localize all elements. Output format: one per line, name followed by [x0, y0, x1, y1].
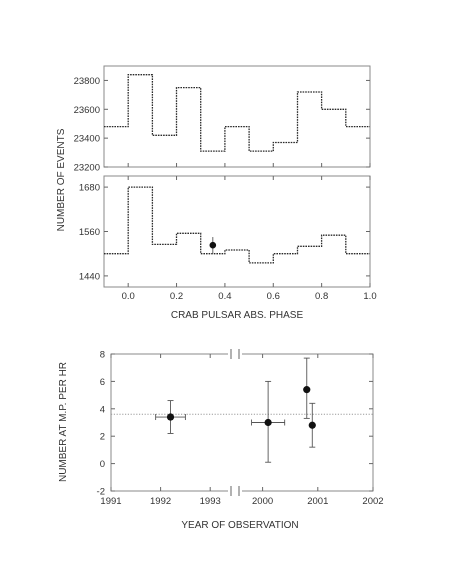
ytick-label: -2 — [97, 487, 105, 498]
xtick-label: 0.0 — [122, 291, 135, 302]
bottom-panel-frame — [110, 353, 374, 492]
xtick-label: 1991 — [100, 496, 121, 507]
ytick-label: 2 — [100, 432, 105, 443]
ytick-label-upper: 23800 — [74, 76, 100, 87]
data-point — [166, 413, 175, 421]
xtick-label: 0.4 — [218, 291, 231, 302]
bottom-ylabel: NUMBER AT M.P. PER HR — [58, 362, 69, 482]
ytick-label-upper: 23400 — [74, 134, 100, 145]
data-point — [308, 421, 316, 429]
histogram-upper — [104, 74, 370, 152]
xtick-label: 0.6 — [267, 291, 280, 302]
xtick-label: 2001 — [307, 496, 328, 507]
ytick-label-lower: 1680 — [79, 183, 100, 194]
data-point — [209, 241, 217, 249]
ytick-label: 6 — [100, 377, 105, 388]
upper-ylabel: NUMBER OF EVENTS — [56, 128, 67, 231]
ytick-label: 4 — [100, 404, 105, 415]
data-point — [303, 386, 311, 394]
xtick-label: 2002 — [362, 496, 383, 507]
lower-panel-frame — [103, 175, 371, 288]
ytick-label-upper: 23600 — [74, 105, 100, 116]
upper-panel-frame — [103, 65, 371, 168]
data-point — [264, 418, 272, 427]
ytick-label-lower: 1560 — [79, 227, 100, 238]
histogram-lower — [104, 186, 370, 264]
xtick-label: 1993 — [200, 496, 221, 507]
ytick-label: 0 — [100, 459, 105, 470]
xtick-label: 2000 — [252, 496, 273, 507]
ytick-label: 8 — [100, 350, 105, 361]
xtick-label: 1.0 — [363, 291, 376, 302]
axis-break-bottom — [228, 486, 242, 496]
upper-xlabel: CRAB PULSAR ABS. PHASE — [171, 310, 304, 321]
ytick-label-lower: 1440 — [79, 271, 100, 282]
xtick-label: 1992 — [150, 496, 171, 507]
bottom-xlabel: YEAR OF OBSERVATION — [181, 520, 298, 531]
ytick-label-upper: 23200 — [74, 163, 100, 174]
axis-break-top — [228, 349, 242, 359]
xtick-label: 0.8 — [315, 291, 328, 302]
xtick-label: 0.2 — [170, 291, 183, 302]
